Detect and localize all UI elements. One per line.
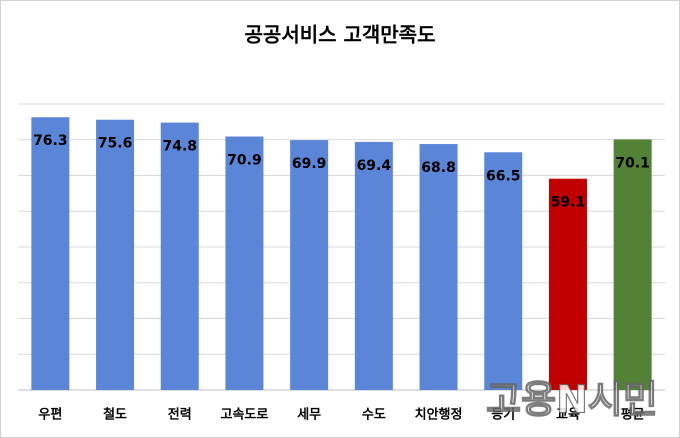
- data-label: 70.1: [615, 155, 650, 171]
- x-tick-label: 등기: [491, 408, 515, 423]
- bar: [225, 136, 264, 390]
- bar: [419, 144, 458, 390]
- bar: [354, 141, 393, 390]
- bar: [290, 140, 329, 390]
- x-tick-label: 철도: [103, 407, 127, 423]
- x-tick-label: 전력: [168, 407, 192, 423]
- bar: [160, 122, 199, 390]
- bar: [484, 152, 523, 390]
- data-label: 70.9: [227, 153, 262, 169]
- x-tick-label: 고속도로: [221, 408, 269, 423]
- data-label: 75.6: [98, 136, 133, 152]
- data-label: 76.3: [33, 133, 68, 149]
- bar: [96, 119, 135, 390]
- x-tick-label: 세무: [297, 408, 321, 423]
- data-label: 59.1: [551, 195, 586, 211]
- data-label: 68.8: [421, 160, 456, 176]
- x-tick-label: 수도: [362, 408, 386, 423]
- bar: [31, 117, 70, 390]
- data-label: 74.8: [162, 139, 197, 155]
- data-label: 69.9: [292, 156, 327, 172]
- x-tick-label: 교육: [556, 407, 580, 423]
- chart-title: 공공서비스 고객만족도: [245, 23, 436, 47]
- x-tick-label: 평균: [621, 407, 645, 423]
- data-label: 69.4: [357, 158, 392, 174]
- x-tick-label: 치안행정: [415, 407, 463, 423]
- watermark: 고용N시민: [486, 378, 658, 422]
- x-tick-label: 우편: [38, 407, 62, 423]
- bar: [613, 139, 652, 390]
- bar: [548, 178, 587, 390]
- data-label: 66.5: [486, 168, 521, 184]
